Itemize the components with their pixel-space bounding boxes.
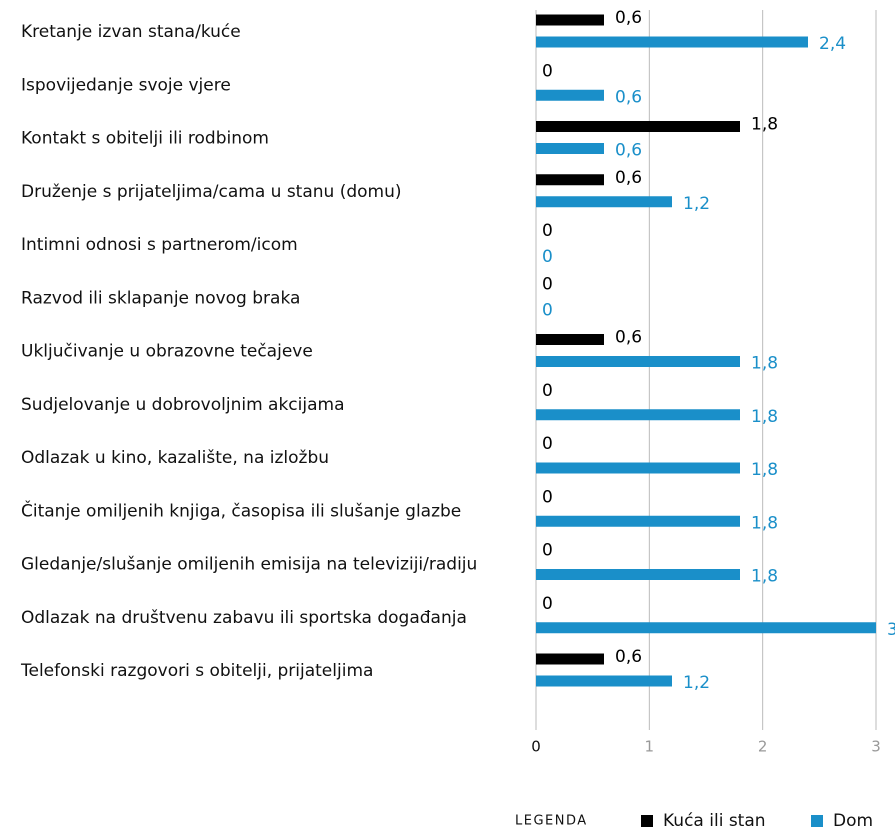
value-label: 0,6 [615, 168, 642, 188]
value-label: 1,8 [751, 460, 778, 480]
bar [536, 675, 672, 687]
value-label: 1,8 [751, 407, 778, 427]
legend-swatch [811, 815, 823, 827]
bar [536, 515, 740, 527]
category-label: Sudjelovanje u dobrovoljnim akcijama [21, 395, 345, 415]
legend-label: Kuća ili stan [663, 811, 766, 829]
value-label: 0 [542, 381, 553, 401]
bar [536, 174, 604, 186]
category-label: Intimni odnosi s partnerom/icom [21, 235, 298, 255]
value-label: 0 [542, 221, 553, 241]
category-label: Odlazak u kino, kazalište, na izložbu [21, 448, 329, 468]
bar [536, 89, 604, 101]
x-tick-label: 2 [758, 738, 768, 756]
value-label: 0,6 [615, 87, 642, 107]
category-label: Razvod ili sklapanje novog braka [21, 288, 300, 308]
value-label: 1,8 [751, 354, 778, 374]
bar [536, 143, 604, 154]
category-label: Ispovijedanje svoje vjere [21, 75, 231, 95]
bar [536, 356, 740, 367]
bar [536, 121, 740, 132]
x-tick-label: 0 [531, 738, 541, 756]
bar [536, 409, 740, 421]
value-label: 0 [542, 434, 553, 454]
bar [536, 14, 604, 26]
value-label: 0 [542, 247, 553, 267]
category-label: Gledanje/slušanje omiljenih emisija na t… [21, 555, 477, 575]
category-label: Kretanje izvan stana/kuće [21, 22, 241, 42]
category-label: Kontakt s obitelji ili rodbinom [21, 129, 269, 149]
value-label: 0,6 [615, 141, 642, 161]
value-label: 1,8 [751, 115, 778, 135]
x-tick-label: 1 [645, 738, 655, 756]
x-tick-label: 3 [871, 738, 881, 756]
value-label: 3 [887, 620, 895, 640]
category-label: Odlazak na društvenu zabavu ili sportska… [21, 608, 467, 628]
value-label: 1,8 [751, 513, 778, 533]
bar [536, 36, 808, 48]
legend-swatch [641, 815, 653, 827]
category-label: Čitanje omiljenih knjiga, časopisa ili s… [21, 499, 461, 521]
value-label: 0 [542, 541, 553, 561]
value-label: 0,6 [615, 647, 642, 667]
value-label: 0 [542, 61, 553, 81]
bar [536, 622, 876, 634]
bar [536, 334, 604, 345]
bar [536, 653, 604, 665]
bar [536, 569, 740, 580]
value-label: 0,6 [615, 328, 642, 348]
legend-title: LEGENDA [515, 814, 588, 829]
bar [536, 462, 740, 474]
value-label: 0 [542, 594, 553, 614]
value-label: 0 [542, 300, 553, 320]
bar [536, 196, 672, 208]
category-label: Telefonski razgovori s obitelji, prijate… [20, 661, 373, 681]
value-label: 1,2 [683, 194, 710, 214]
value-label: 1,2 [683, 673, 710, 693]
value-label: 0 [542, 274, 553, 294]
value-label: 2,4 [819, 34, 846, 54]
value-label: 1,8 [751, 567, 778, 587]
legend-label: Dom [833, 811, 873, 829]
value-label: 0,6 [615, 8, 642, 28]
value-label: 0 [542, 487, 553, 507]
category-label: Druženje s prijateljima/cama u stanu (do… [21, 182, 402, 202]
category-label: Uključivanje u obrazovne tečajeve [21, 342, 313, 362]
